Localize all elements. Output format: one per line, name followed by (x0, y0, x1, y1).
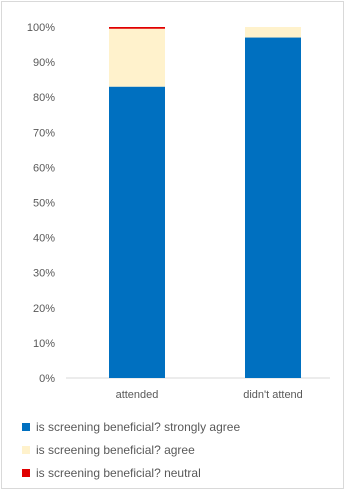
y-tick-label: 90% (33, 57, 55, 69)
legend-swatch-strongly-agree (22, 422, 30, 431)
legend-item-neutral: is screening beneficial? neutral (22, 461, 342, 484)
y-tick-label: 70% (33, 127, 55, 139)
stacked-bar-chart: 0% 10% 20% 30% 40% 50% 60% 70% 80% 90% 100% attend… (27, 22, 330, 401)
legend-item-agree: is screening beneficial? agree (22, 438, 342, 461)
x-category-label: attended (116, 389, 159, 401)
legend-label-strongly-agree: is screening beneficial? strongly agree (36, 419, 241, 434)
y-tick-label: 0% (39, 373, 55, 385)
y-tick-label: 60% (33, 162, 55, 174)
legend-label-agree: is screening beneficial? agree (36, 442, 195, 457)
bar-segment-attended-agree (109, 28, 165, 87)
legend: is screening beneficial? strongly agree … (22, 415, 342, 484)
bar-segment-attended-neutral (109, 27, 165, 29)
y-tick-label: 100% (27, 22, 55, 34)
y-tick-label: 40% (33, 233, 55, 245)
x-category-label: didn't attend (243, 389, 303, 401)
bar-segment-didnt-attend-agree (245, 27, 301, 38)
legend-swatch-neutral (22, 468, 30, 477)
bar-segment-didnt-attend-strongly-agree (245, 37, 301, 378)
legend-label-neutral: is screening beneficial? neutral (36, 465, 201, 480)
y-axis-tick-labels: 0% 10% 20% 30% 40% 50% 60% 70% 80% 90% 100% (27, 22, 55, 385)
x-axis-category-labels: attended didn't attend (116, 389, 303, 401)
y-tick-label: 10% (33, 338, 55, 350)
y-tick-label: 30% (33, 268, 55, 280)
bar-segment-attended-strongly-agree (109, 86, 165, 379)
legend-swatch-agree (22, 445, 30, 454)
y-tick-label: 80% (33, 92, 55, 104)
y-tick-label: 50% (33, 198, 55, 210)
bars (109, 27, 301, 379)
legend-item-strongly-agree: is screening beneficial? strongly agree (22, 415, 342, 438)
y-tick-label: 20% (33, 303, 55, 315)
